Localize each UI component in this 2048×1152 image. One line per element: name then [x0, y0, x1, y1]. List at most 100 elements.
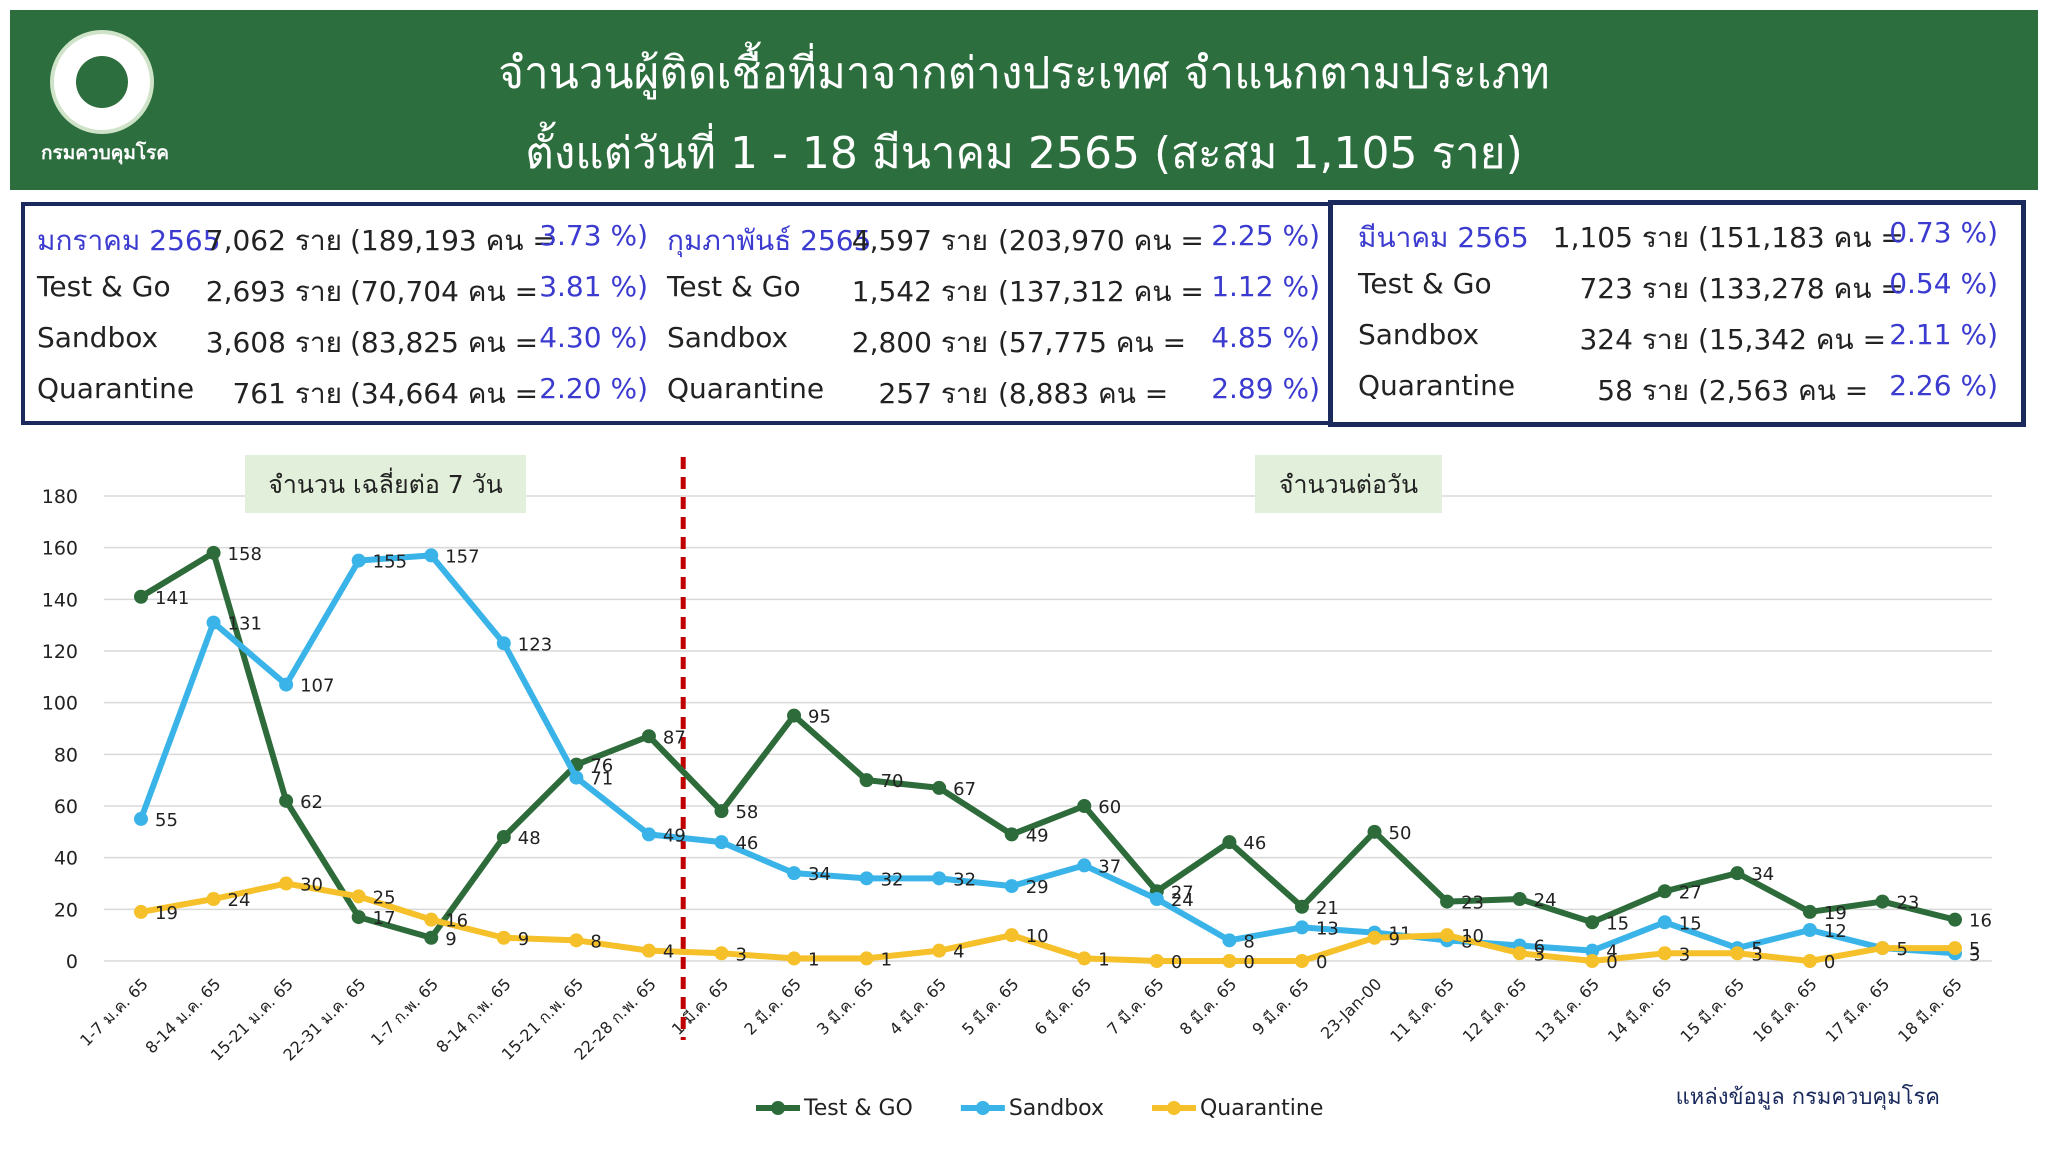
data-label: 158 [228, 544, 262, 565]
data-label: 46 [735, 833, 758, 854]
point [1367, 824, 1382, 839]
data-label: 23 [1896, 893, 1919, 914]
x-tick-label: 23-Jan-00 [1317, 974, 1385, 1042]
cases: 7,062 ราย [205, 224, 342, 257]
cases: 761 ราย [232, 377, 342, 410]
point [1440, 894, 1455, 909]
point [932, 780, 947, 795]
point [1004, 928, 1019, 943]
data-label: 76 [590, 756, 613, 777]
y-tick-label: 0 [66, 951, 78, 973]
data-label: 4 [663, 942, 674, 963]
data-label: 141 [155, 588, 189, 609]
population: (70,704 คน = [350, 275, 539, 308]
point [1222, 933, 1237, 948]
point [279, 876, 294, 891]
stats-row: Quarantine 58 ราย (2,563 คน = 2.26 %) [0, 369, 2048, 409]
row-label: Test & Go [37, 270, 171, 303]
data-label: 9 [518, 929, 529, 950]
percent: 2.11 %) [1889, 318, 1998, 351]
data-label: 1 [808, 949, 819, 970]
annotation: จำนวนต่อวัน [1279, 470, 1418, 499]
point [714, 804, 729, 819]
source: แหล่งข้อมูล กรมควบคุมโรค [1676, 1084, 1940, 1110]
data-label: 17 [373, 908, 396, 929]
stats-row: Test & Go 2,693 ราย (70,704 คน = 3.81 %) [0, 270, 2048, 310]
annotation-box [245, 455, 526, 513]
point [1948, 912, 1962, 927]
point [1222, 954, 1237, 968]
point [1004, 827, 1019, 842]
point [1802, 904, 1817, 919]
legend-marker [975, 1101, 990, 1115]
point [206, 545, 221, 560]
data-label: 27 [1679, 882, 1702, 903]
x-tick-label: 17 มี.ค. 65 [1822, 974, 1894, 1046]
subtitle: ตั้งแต่วันที่ 1 - 18 มีนาคม 2565 (สะสม 1… [525, 128, 1523, 179]
x-tick-label: 16 มี.ค. 65 [1749, 974, 1821, 1046]
data-label: 157 [445, 546, 479, 567]
x-tick-label: 8-14 ก.พ. 65 [432, 974, 514, 1056]
data-label: 0 [1171, 952, 1182, 973]
cases: 257 ราย [878, 377, 988, 410]
data-label: 10 [1461, 926, 1484, 947]
data-label: 87 [663, 727, 686, 748]
data-label: 29 [1026, 877, 1049, 898]
percent: 2.89 %) [1211, 372, 1320, 405]
cases: 324 ราย [1579, 323, 1689, 356]
data-label: 46 [1243, 833, 1266, 854]
data-label: 3 [1534, 944, 1545, 965]
cases: 1,542 ราย [851, 275, 988, 308]
series-line [138, 552, 1956, 957]
cases: 2,693 ราย [205, 275, 342, 308]
point [569, 933, 584, 948]
data-label: 155 [373, 552, 407, 573]
percent: 1.12 %) [1211, 270, 1320, 303]
data-label: 12 [1824, 921, 1847, 942]
stats-box-current [1328, 200, 2026, 427]
population: (151,183 คน = [1698, 221, 1904, 254]
point [1657, 884, 1672, 899]
point [1149, 892, 1164, 906]
data-label: 107 [300, 676, 334, 697]
data-label: 24 [228, 890, 251, 911]
title: จำนวนผู้ติดเชื้อที่มาจากต่างประเทศ จำแนก… [498, 48, 1550, 99]
x-tick-label: 6 มี.ค. 65 [1031, 974, 1095, 1038]
data-label: 3 [735, 944, 746, 965]
row-label: Test & Go [667, 270, 801, 303]
legend-marker [1166, 1101, 1181, 1115]
x-tick-label: 5 มี.ค. 65 [958, 974, 1022, 1038]
data-label: 24 [1534, 890, 1557, 911]
point [1512, 946, 1527, 961]
x-tick-label: 9 มี.ค. 65 [1248, 974, 1312, 1038]
row-label: Sandbox [37, 321, 159, 354]
x-tick-label: 2 มี.ค. 65 [740, 974, 804, 1038]
cases: 3,608 ราย [205, 326, 342, 359]
data-label: 49 [663, 825, 686, 846]
data-label: 71 [590, 769, 613, 790]
stats-row: กุมภาพันธ์ 2565 4,597 ราย (203,970 คน = 2.2… [0, 219, 2048, 259]
header: กรมควบคุมโรค จำนวนผู้ติดเชื้อที่มาจากต่า… [10, 10, 2038, 190]
point [859, 951, 874, 966]
row-label: มีนาคม 2565 [1358, 221, 1529, 254]
point [1585, 943, 1600, 958]
data-label: 3 [1751, 944, 1762, 965]
data-label: 21 [1316, 898, 1339, 919]
point [206, 892, 221, 906]
point [1294, 899, 1309, 914]
percent: 2.25 %) [1211, 219, 1320, 252]
point [1730, 866, 1745, 881]
point [1294, 920, 1309, 935]
point [714, 946, 729, 961]
y-tick-label: 20 [54, 899, 78, 921]
y-tick-label: 80 [54, 744, 78, 766]
data-label: 3 [1969, 944, 1980, 965]
logo-text: กรมควบคุมโรค [40, 142, 170, 164]
data-label: 0 [1606, 952, 1617, 973]
point [1802, 954, 1817, 968]
y-tick-label: 120 [42, 641, 78, 663]
y-tick-label: 160 [42, 538, 78, 560]
point [1512, 892, 1527, 906]
data-label: 55 [155, 810, 178, 831]
